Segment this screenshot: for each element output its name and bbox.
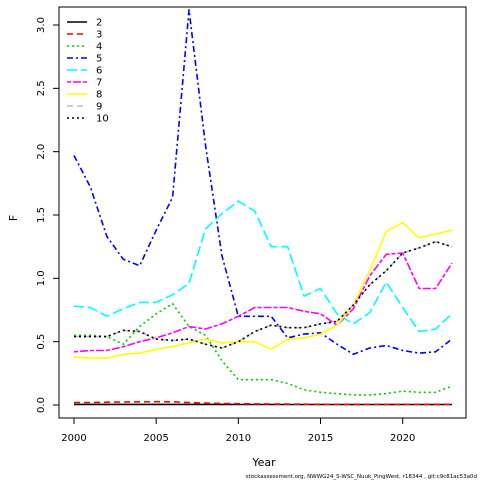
x-tick-label: 2000 <box>61 433 86 444</box>
legend-label-3: 3 <box>96 30 102 41</box>
y-axis-label: F <box>7 215 20 221</box>
series-line-8 <box>73 221 453 359</box>
series-line-7 <box>73 252 453 353</box>
x-axis: 2000 2005 2010 2015 2020 <box>61 418 415 444</box>
y-tick-label: 3.0 <box>36 17 47 33</box>
x-tick-label: 2015 <box>308 433 333 444</box>
y-axis: 0.0 0.5 1.0 1.5 2.0 2.5 3.0 <box>36 17 59 413</box>
legend-label-2: 2 <box>96 18 102 29</box>
series-line-3 <box>74 400 452 406</box>
plot-area <box>58 6 467 419</box>
legend-label-8: 8 <box>96 90 102 101</box>
x-tick-label: 2020 <box>390 433 415 444</box>
series-layer <box>73 9 453 406</box>
y-tick-label: 0.0 <box>36 397 47 413</box>
series-line-6 <box>73 200 453 333</box>
y-tick-label: 1.0 <box>36 270 47 286</box>
legend-label-7: 7 <box>96 78 102 89</box>
legend-label-9: 9 <box>96 102 102 113</box>
series-line-10 <box>74 240 453 349</box>
series-line-4 <box>74 302 453 396</box>
footer-note: stockassessment.org, NWWG24_S-WSC_Nuuk_P… <box>246 474 477 480</box>
y-tick-label: 2.5 <box>36 80 47 96</box>
legend-label-6: 6 <box>96 66 102 77</box>
legend-label-5: 5 <box>96 54 102 65</box>
x-tick-label: 2005 <box>143 433 168 444</box>
x-axis-label: Year <box>251 456 276 469</box>
y-tick-label: 0.5 <box>36 334 47 350</box>
x-tick-label: 2010 <box>226 433 251 444</box>
series-line-9 <box>74 240 453 349</box>
legend-label-4: 4 <box>96 42 102 53</box>
legend-label-10: 10 <box>96 114 109 125</box>
y-tick-label: 1.5 <box>36 207 47 223</box>
plot-border <box>58 6 467 419</box>
series-line-5 <box>73 9 453 356</box>
y-tick-label: 2.0 <box>36 144 47 160</box>
